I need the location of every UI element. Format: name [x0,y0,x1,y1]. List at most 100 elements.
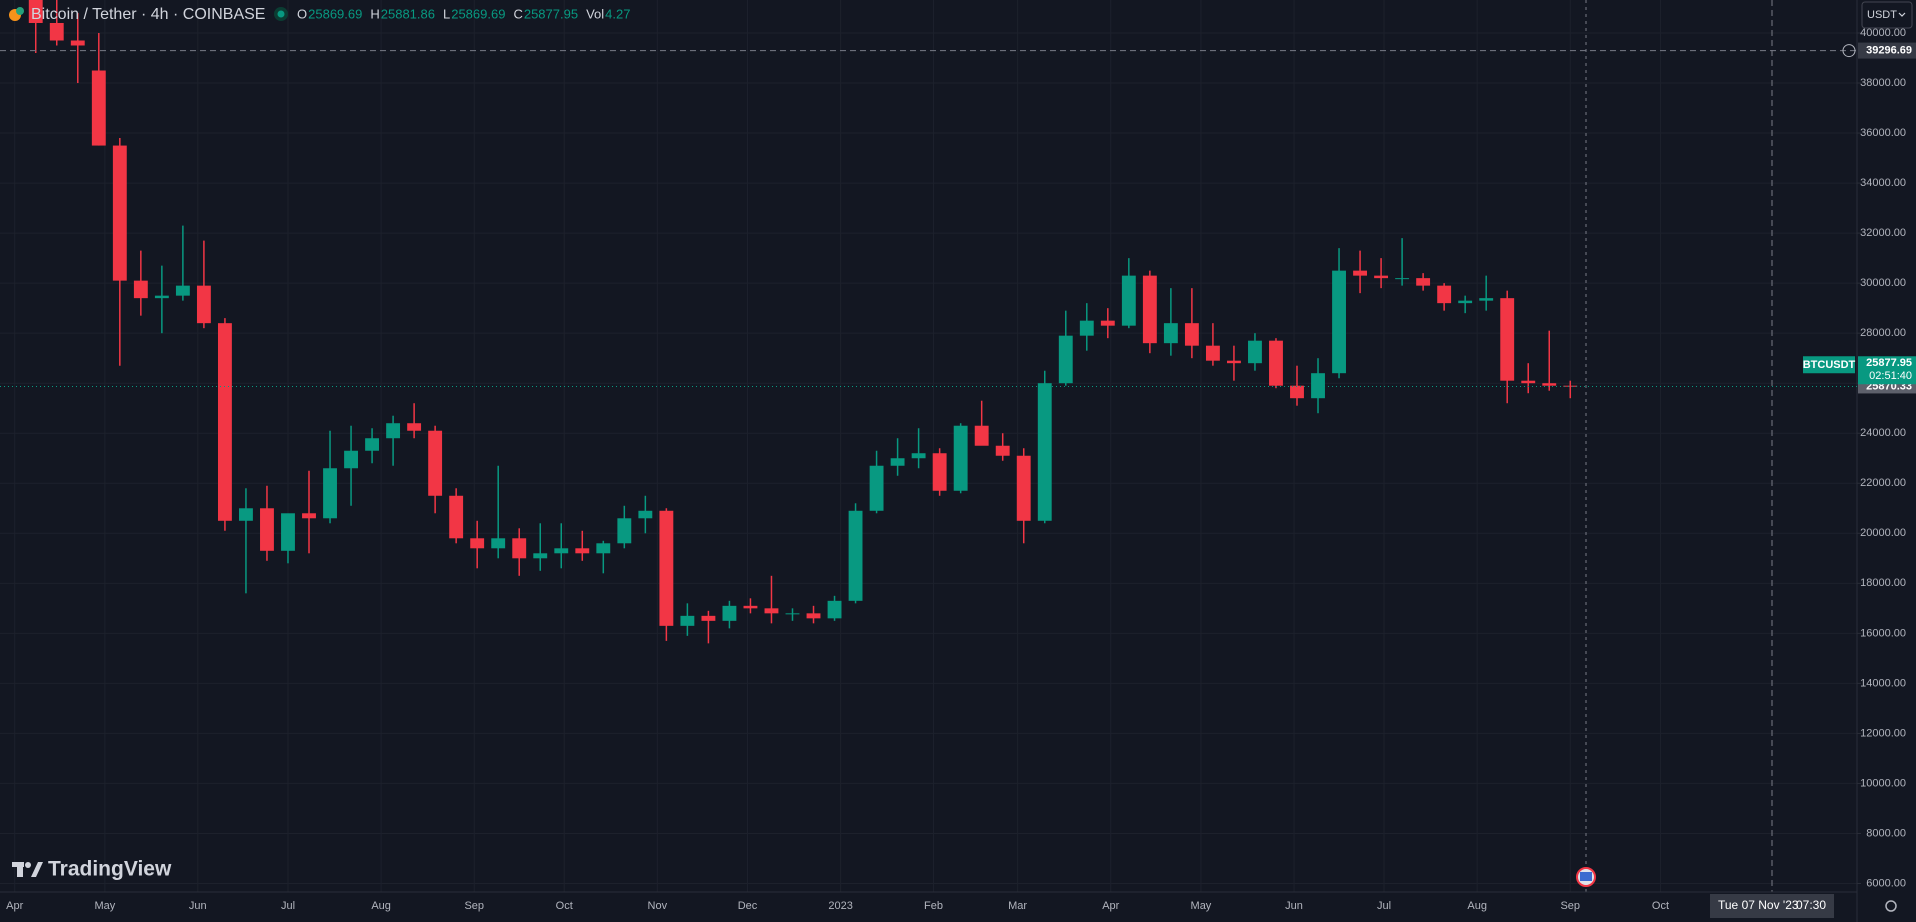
logo-part [31,862,43,877]
candle-body [1205,345,1220,361]
legend-value: 4.27 [605,6,630,21]
candle-body [932,453,947,491]
x-tick-label: Feb [924,900,943,912]
x-tick-label: Apr [1102,900,1119,912]
symbol-label: BTCUSDT [1803,359,1856,371]
add-alert-button [1842,44,1856,58]
currency-button[interactable] [1861,1,1913,29]
x-tick-label: Oct [556,900,573,912]
y-tick-label: 16000.00 [1860,627,1906,639]
x-tick-label: Jul [281,900,295,912]
x-tick-label: Sep [1560,900,1580,912]
candle-body [995,445,1010,456]
candle-body [154,295,169,299]
candle-body [1058,335,1073,384]
candle-body [785,613,800,615]
y-tick-label: 8000.00 [1866,827,1906,839]
crosshair-date-label: Tue 07 Nov '23 [1718,898,1799,912]
y-tick-label: 28000.00 [1860,327,1906,339]
y-tick-label: 30000.00 [1860,277,1906,289]
candle-body [428,430,443,496]
candle-body [1016,455,1031,521]
candle-body [1248,340,1262,364]
candle-body [1416,278,1431,286]
candle-body [953,425,968,491]
candle-body [1479,298,1494,301]
candle-body [239,508,253,521]
y-tick-label: 38000.00 [1860,77,1906,89]
candle-body [722,605,737,621]
y-tick-label: 24000.00 [1860,427,1906,439]
crosshair-price-box [1858,42,1916,59]
candle-body [1374,275,1389,279]
candle-body [764,608,779,614]
candle-body [911,453,926,459]
legend-value: 25869.69 [308,6,362,21]
candle-body [133,280,148,299]
candle-body [575,548,590,554]
countdown-label: 02:51:40 [1869,370,1912,382]
y-tick-label: 14000.00 [1860,677,1906,689]
candle-body [1226,360,1241,364]
candle-body [974,425,989,446]
x-tick-label: Apr [6,900,23,912]
x-tick-label: Mar [1008,900,1027,912]
symbol-icon-secondary [16,7,24,15]
crosshair-time-label: 07:30 [1796,898,1826,912]
candle-body [302,513,316,519]
candle-body [1311,373,1325,399]
candle-body [323,468,337,519]
candle-body [596,543,611,554]
y-tick-label: 18000.00 [1860,577,1906,589]
x-tick-label: Dec [738,900,758,912]
candle-body [617,518,632,544]
currency-label: USDT [1867,9,1897,21]
candle-body [1353,270,1367,276]
candle-body [1269,340,1283,386]
candle-body [1542,383,1557,386]
event-flag [1580,872,1592,881]
candle-body [1521,380,1536,384]
brand-name: TradingView [48,858,172,881]
legend-key: L [443,6,450,21]
candle-body [470,538,485,549]
candle-body [407,423,422,431]
candle-body [196,285,211,324]
candle-body [112,145,127,281]
y-tick-label: 40000.00 [1860,27,1906,39]
settings-icon[interactable] [1885,900,1897,912]
y-tick-label: 36000.00 [1860,127,1906,139]
candle-body [344,450,358,469]
candle-body [1037,383,1052,521]
candle-body [1458,300,1473,304]
candle-body [217,323,232,521]
x-tick-label: Oct [1652,900,1669,912]
legend-key: H [370,6,379,21]
candle-body [1500,298,1515,381]
legend-value: 25881.86 [381,6,435,21]
candle-body [848,510,863,601]
candle-body [701,615,716,621]
symbol-box [1803,356,1855,374]
candle-body [1290,385,1304,399]
x-tick-label: Jun [189,900,207,912]
x-tick-label: Jul [1377,900,1391,912]
y-tick-label: 20000.00 [1860,527,1906,539]
candle-body [1184,323,1199,346]
legend-value: 25877.95 [524,6,578,21]
crosshair-price-label: 39296.69 [1866,44,1912,56]
candle-body [1332,270,1346,374]
legend-key: Vol [586,6,604,21]
candle-body [449,495,464,539]
candle-body [1563,385,1578,387]
y-tick-label: 32000.00 [1860,227,1906,239]
x-tick-label: Nov [648,900,668,912]
candle-body [1121,275,1136,326]
candle-body [1437,285,1452,304]
candle-body [49,22,64,41]
legend-key: O [297,6,307,21]
candle-body [70,40,85,46]
brand-logo [12,862,43,877]
candle-body [28,0,43,23]
x-tick-label: Aug [1467,900,1487,912]
